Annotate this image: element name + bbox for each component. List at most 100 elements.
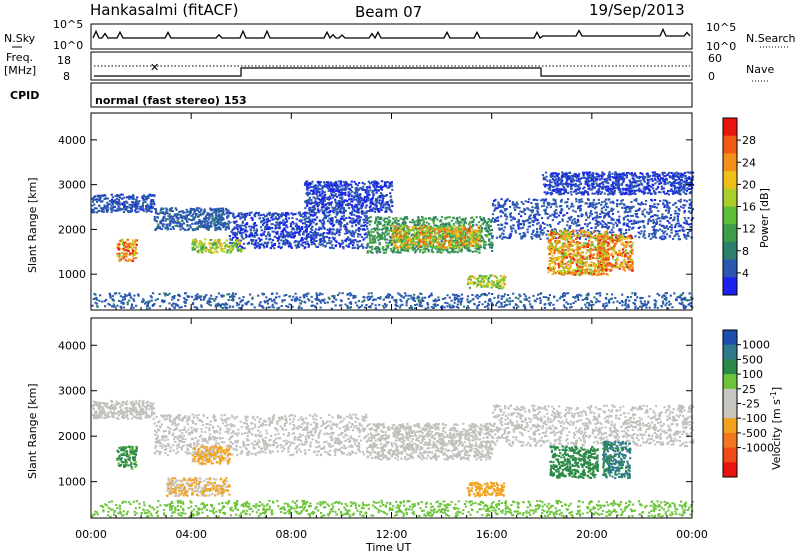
power-cell xyxy=(218,225,221,228)
power-cell xyxy=(470,242,473,245)
power-cell xyxy=(552,270,555,272)
power-cell xyxy=(252,226,255,229)
power-cell xyxy=(488,238,491,241)
power-cell xyxy=(536,228,539,230)
power-cell xyxy=(342,246,345,249)
power-cell xyxy=(420,224,424,227)
power-cell xyxy=(275,212,278,215)
power-cell xyxy=(466,235,470,238)
power-cell xyxy=(311,231,314,234)
power-cell xyxy=(350,212,353,214)
power-cell xyxy=(131,203,134,206)
power-cell xyxy=(196,226,199,229)
power-cell xyxy=(120,193,123,196)
power-cell xyxy=(494,198,497,201)
power-cell xyxy=(442,237,445,240)
power-cell xyxy=(413,242,417,245)
power-cell xyxy=(562,255,565,258)
power-cell xyxy=(98,204,101,207)
cpid-program-text: normal (fast stereo) 153 xyxy=(95,94,247,107)
power-cell xyxy=(175,208,178,211)
power-cell xyxy=(284,241,287,244)
power-cell xyxy=(359,216,362,219)
power-cell xyxy=(451,226,454,229)
power-cell xyxy=(413,247,416,250)
power-cell xyxy=(624,249,628,251)
power-cell xyxy=(589,214,592,217)
power-cell xyxy=(491,243,494,246)
power-cell xyxy=(95,211,99,214)
power-cell xyxy=(463,235,467,237)
power-cell xyxy=(590,205,593,208)
power-cell xyxy=(120,252,123,255)
power-cell xyxy=(658,228,662,231)
power-cell xyxy=(379,235,382,238)
power-cell xyxy=(553,229,556,232)
power-cell xyxy=(216,251,219,254)
power-cell xyxy=(652,221,656,223)
power-cell xyxy=(468,220,471,223)
power-cell xyxy=(202,243,205,246)
power-cell xyxy=(675,222,678,225)
power-cell xyxy=(318,226,321,229)
power-cell xyxy=(338,231,341,234)
power-cell xyxy=(251,226,254,229)
power-cell xyxy=(103,197,106,200)
power-cell xyxy=(286,235,290,238)
power-cell xyxy=(379,216,383,219)
power-cell xyxy=(228,245,231,248)
power-cell xyxy=(585,251,588,254)
power-cell xyxy=(501,210,504,213)
power-cell xyxy=(210,242,213,245)
power-cell xyxy=(683,233,686,236)
power-cell xyxy=(127,243,130,246)
power-cell xyxy=(579,261,582,263)
power-cell xyxy=(520,201,523,204)
power-cell xyxy=(199,250,202,253)
power-cell xyxy=(592,253,595,256)
power-cell xyxy=(522,210,525,213)
power-cell xyxy=(380,236,384,239)
power-cell xyxy=(271,230,274,233)
power-cell xyxy=(595,266,598,268)
power-cell xyxy=(413,241,416,243)
power-cell xyxy=(565,234,568,237)
power-cell xyxy=(601,250,604,253)
power-cell xyxy=(428,230,431,233)
power-cell xyxy=(663,205,666,208)
power-cell xyxy=(679,198,682,201)
power-cell xyxy=(338,230,341,232)
power-cell xyxy=(655,214,658,217)
power-cell xyxy=(194,209,197,212)
power-cell xyxy=(341,239,344,242)
power-cell xyxy=(132,257,135,260)
power-cell xyxy=(551,261,554,264)
power-cell xyxy=(592,199,595,201)
power-cell xyxy=(205,227,208,230)
power-cell xyxy=(664,209,668,212)
power-cell xyxy=(554,259,558,261)
power-cell xyxy=(205,248,208,251)
power-cell xyxy=(183,228,186,231)
power-cell xyxy=(607,248,610,251)
power-cell xyxy=(608,248,612,251)
power-cell xyxy=(446,247,449,250)
power-cell xyxy=(479,231,482,234)
power-cell xyxy=(391,222,394,225)
power-cell xyxy=(581,200,584,203)
power-cell xyxy=(604,214,607,217)
power-cell xyxy=(238,243,241,246)
power-cell xyxy=(220,210,223,213)
power-cell xyxy=(620,232,623,235)
power-cell xyxy=(306,225,309,228)
power-cell xyxy=(585,267,588,270)
power-cell xyxy=(444,239,447,242)
power-cell xyxy=(677,222,680,225)
power-cell xyxy=(153,215,156,218)
power-cell xyxy=(366,243,369,246)
power-cell xyxy=(443,225,446,228)
power-cell xyxy=(370,231,373,233)
power-cell xyxy=(529,217,532,220)
power-cell xyxy=(624,215,627,218)
power-cell xyxy=(125,249,128,252)
